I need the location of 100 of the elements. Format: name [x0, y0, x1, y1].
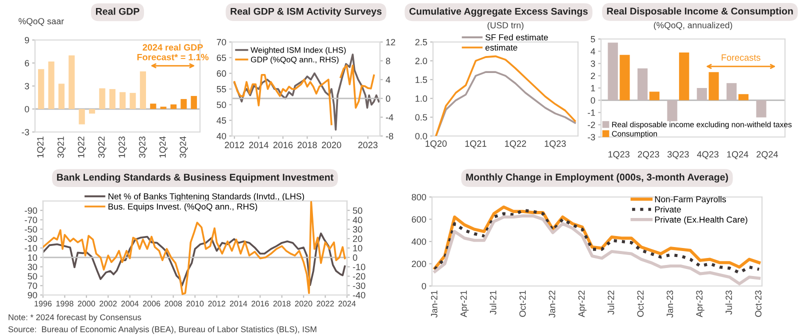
y-tick-label: 1.0	[416, 95, 428, 102]
bar	[150, 104, 156, 109]
x-tick-label: 2022	[316, 300, 334, 306]
x-tick-label: 2018	[273, 300, 290, 306]
legend-label: Private	[655, 206, 681, 212]
bar	[109, 89, 116, 109]
x-tick-label: Oct-23	[755, 290, 762, 317]
y2-tick-label: 40	[352, 216, 362, 224]
y2-tick-label: 4	[386, 76, 390, 83]
x-tick-label: 2Q24	[756, 151, 778, 160]
x-tick-label: 2016	[252, 300, 269, 306]
x-tick-label: 2006	[143, 300, 160, 306]
line-series	[43, 232, 346, 287]
y2-tick-label: 0	[386, 95, 390, 102]
bar	[180, 99, 187, 109]
bar	[99, 88, 106, 109]
x-tick-label: 1Q23	[118, 136, 127, 158]
x-tick-label: 2023	[358, 142, 378, 148]
y-tick-label: 2.5	[415, 38, 428, 46]
y-tick-label: 5	[590, 36, 596, 42]
x-tick-label: Jan-22	[548, 290, 556, 318]
y-tick-label: 3	[590, 60, 596, 67]
x-tick-label: 4Q23	[697, 151, 718, 160]
x-tick-label: Jul-22	[608, 290, 614, 315]
chart-subtitle: (%QoQ, annualized)	[654, 22, 732, 30]
x-tick-label: 2020	[295, 300, 312, 306]
bar	[190, 96, 197, 109]
bar	[170, 104, 177, 109]
bar	[120, 92, 126, 109]
x-tick-label: 2002	[100, 300, 117, 306]
x-tick-label: 1Q21	[465, 140, 486, 148]
y-tick-label: 1.5	[416, 76, 428, 83]
y2-tick-label: 50	[352, 207, 362, 214]
x-tick-label: 1Q23	[544, 140, 566, 148]
y2-tick-label: -20	[352, 273, 366, 280]
x-tick-label: Jan-23	[666, 290, 674, 318]
legend-label: Weighted ISM Index (LHS)	[250, 46, 346, 54]
bar	[679, 52, 690, 100]
y-tick-label: 30	[28, 264, 38, 270]
x-tick-label: 2004	[121, 300, 139, 306]
bar	[68, 55, 75, 109]
y-tick-label: 400	[412, 238, 426, 245]
text: Note: * 2024 forecast by Consensus	[8, 314, 142, 322]
line-series	[435, 71, 576, 136]
y-tick-label: 65	[216, 54, 226, 62]
y-tick-label: 800	[412, 194, 426, 200]
y2-tick-label: -30	[352, 282, 366, 289]
x-tick-label: 3Q23	[667, 151, 689, 160]
x-tick-label: 3Q21	[58, 136, 66, 158]
x-tick-label: 2014	[249, 142, 268, 148]
x-tick-label: 3Q22	[98, 136, 106, 158]
y2-tick-label: -10	[352, 264, 366, 270]
x-tick-label: 2Q23	[638, 151, 660, 160]
y-tick-label: -10	[24, 244, 38, 252]
y-tick-label: 50	[216, 102, 226, 108]
y-tick-label: -70	[24, 216, 38, 224]
y-tick-label: -3	[22, 128, 30, 136]
y-tick-label: 70	[216, 38, 226, 46]
legend-label: Net % of Banks Tightening Standards (Invtd., (LHS)	[108, 193, 304, 202]
chart-title: Real GDP & ISM Activity Surveys	[230, 8, 382, 17]
x-tick-label: 2012	[224, 142, 244, 148]
y-tick-label: 200	[412, 260, 426, 268]
bar	[140, 71, 146, 109]
y-tick-label: 0	[24, 106, 30, 112]
x-tick-label: 2010	[186, 300, 204, 306]
y-tick-label: 50	[28, 273, 38, 280]
bar	[38, 69, 44, 109]
y-tick-label: 10	[28, 254, 38, 261]
y-tick-label: 1	[591, 85, 596, 92]
bar	[738, 94, 748, 100]
y2-tick-label: -40	[352, 292, 366, 298]
x-tick-label: 1Q24	[727, 151, 748, 160]
y2-tick-label: -4	[386, 114, 394, 120]
bar	[58, 84, 65, 109]
y-tick-label: 0.5	[415, 114, 428, 121]
x-tick-label: 1Q24	[159, 136, 168, 158]
bar	[88, 109, 96, 114]
y-tick-label: 3	[24, 82, 30, 90]
legend-label: SF Fed estimate	[486, 34, 548, 40]
x-tick-label: 3Q24	[180, 136, 188, 158]
chart-title: Cumulative Aggregate Excess Savings	[409, 8, 588, 17]
legend-label: GDP (%QoQ ann., RHS)	[250, 56, 339, 64]
x-tick-label: Jul-21	[490, 290, 496, 315]
x-tick-label: 2018	[298, 142, 317, 148]
x-tick-label: 1Q20	[426, 140, 447, 148]
legend-label: Bus. Equips Invest. (%QoQ ann., RHS)	[108, 203, 258, 212]
x-tick-label: 2014	[230, 300, 248, 306]
x-tick-label: 1998	[56, 300, 74, 306]
y-tick-label: -50	[24, 226, 38, 233]
y-tick-label: 45	[216, 117, 226, 124]
y-tick-label: -30	[24, 236, 38, 242]
x-tick-label: Jul-23	[725, 290, 732, 315]
y-tick-label: 0	[422, 282, 426, 290]
chart-title: Real Disposable Income & Consumption	[607, 7, 793, 16]
legend-label: estimate	[485, 44, 518, 51]
y-tick-label: 0.0	[415, 132, 428, 140]
y2-tick-label: 12	[386, 38, 396, 46]
y-tick-label: 4	[590, 48, 596, 55]
bar	[48, 61, 54, 109]
x-tick-label: 1Q22	[505, 140, 526, 148]
